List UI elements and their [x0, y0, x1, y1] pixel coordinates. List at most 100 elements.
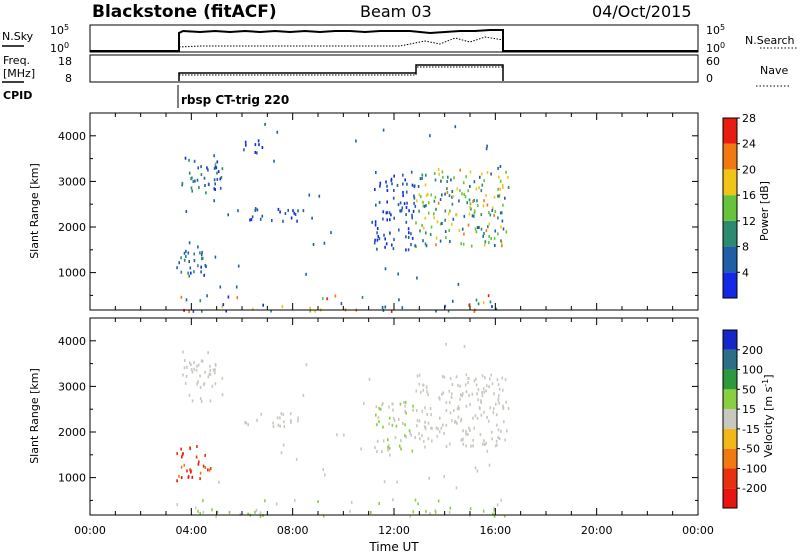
nsky-frame — [89, 24, 699, 53]
data-cell — [402, 422, 404, 425]
data-cell — [416, 276, 418, 280]
data-cell — [197, 462, 200, 466]
data-cell — [484, 443, 486, 447]
colorbar-frame — [722, 117, 738, 299]
velocity-y-axis-label: Slant Range [km] — [28, 368, 41, 464]
data-cell — [401, 206, 404, 210]
data-cell — [473, 180, 476, 184]
data-cell — [485, 384, 488, 388]
data-cell — [374, 238, 376, 242]
colorbar-tick-label: 100 — [742, 364, 763, 377]
data-cell — [481, 374, 484, 378]
data-cell — [472, 200, 474, 203]
data-cell — [403, 400, 405, 404]
data-cell — [221, 393, 224, 397]
velocity-panel: 1000 2000 3000 4000 Slant Range [km] 200 100… — [28, 317, 775, 518]
data-cell — [178, 474, 180, 478]
data-cell — [209, 399, 212, 403]
data-cell — [450, 396, 453, 399]
data-cell — [392, 408, 394, 412]
data-cell — [420, 390, 422, 394]
data-cell — [429, 233, 432, 236]
data-cell — [474, 414, 477, 418]
data-cell — [430, 426, 432, 430]
data-cell — [489, 406, 492, 410]
data-cell — [467, 223, 470, 227]
data-cell — [256, 151, 258, 155]
data-cell — [221, 376, 224, 380]
data-cell — [500, 239, 502, 243]
data-cell — [382, 217, 384, 221]
data-cell — [322, 514, 325, 518]
data-cell — [458, 407, 460, 411]
data-cell — [197, 509, 199, 513]
data-cell — [409, 514, 411, 518]
velocity-y-ticks: 1000 2000 3000 4000 — [58, 317, 698, 501]
data-cell — [456, 421, 458, 425]
data-cell — [355, 139, 357, 143]
data-cell — [390, 309, 393, 313]
data-cell — [197, 245, 199, 249]
data-cell — [442, 175, 444, 179]
data-cell — [434, 195, 437, 199]
data-cell — [487, 419, 490, 423]
data-cell — [436, 434, 439, 438]
data-cell — [280, 412, 283, 416]
data-cell — [259, 217, 262, 221]
data-cell — [375, 413, 377, 417]
data-cell — [440, 179, 442, 183]
data-cell — [405, 220, 408, 224]
data-cell — [254, 208, 257, 212]
data-cell — [488, 234, 490, 238]
data-cell — [445, 423, 448, 427]
data-cell — [205, 265, 207, 269]
data-cell — [485, 389, 487, 393]
data-cell — [377, 234, 380, 238]
power-data — [176, 122, 510, 313]
data-cell — [473, 426, 475, 430]
data-cell — [180, 465, 183, 469]
data-cell — [489, 377, 491, 381]
data-cell — [382, 128, 385, 132]
data-cell — [412, 510, 415, 514]
data-cell — [192, 180, 195, 183]
data-cell — [411, 236, 414, 240]
data-cell — [407, 248, 410, 252]
data-cell — [444, 192, 446, 196]
data-cell — [459, 397, 461, 401]
data-cell — [426, 413, 428, 416]
data-cell — [398, 228, 400, 232]
date-label: 04/Oct/2015 — [592, 2, 692, 21]
colorbar-swatch — [723, 488, 737, 508]
data-cell — [404, 423, 406, 427]
data-cell — [422, 388, 425, 392]
data-cell — [502, 203, 504, 207]
data-cell — [228, 510, 231, 514]
nsearch-label: N.Search — [745, 34, 795, 47]
x-tick-label: 16:00 — [479, 524, 511, 537]
data-cell — [195, 455, 198, 459]
data-cell — [483, 231, 485, 235]
data-cell — [188, 274, 190, 278]
data-cell — [482, 387, 485, 391]
data-cell — [254, 143, 257, 147]
figure-title: Blackstone (fitACF) — [92, 2, 277, 22]
data-cell — [220, 175, 223, 179]
data-cell — [410, 243, 412, 247]
data-cell — [279, 424, 281, 428]
data-cell — [405, 190, 408, 194]
data-cell — [270, 309, 272, 313]
data-cell — [483, 410, 485, 414]
data-cell — [444, 230, 447, 234]
data-cell — [476, 392, 478, 396]
data-cell — [472, 438, 474, 442]
data-cell — [473, 214, 475, 218]
colorbar-frame — [722, 329, 738, 509]
freq-panel: Freq. [MHz] 18 8 60 0 Nave — [2, 54, 790, 87]
data-cell — [419, 177, 422, 181]
data-cell — [506, 429, 508, 433]
data-cell — [504, 378, 507, 382]
data-cell — [480, 172, 483, 176]
data-cell — [435, 309, 437, 313]
data-cell — [277, 423, 280, 427]
